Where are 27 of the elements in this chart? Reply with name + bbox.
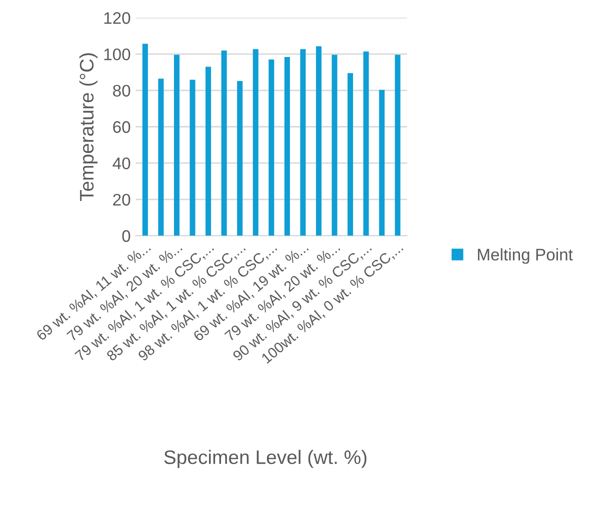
bar — [300, 49, 306, 236]
x-axis-title: Specimen Level (wt. %) — [164, 450, 366, 468]
y-tick-label: 100 — [104, 48, 130, 60]
bar — [394, 54, 400, 236]
bar — [363, 52, 369, 236]
bar — [268, 60, 274, 236]
y-tick-label: 120 — [104, 12, 130, 24]
y-tick-label: 80 — [113, 84, 130, 97]
y-tick-label: 40 — [112, 157, 130, 170]
bar — [142, 44, 148, 236]
legend-label: Melting Point — [478, 248, 573, 264]
bar — [237, 80, 243, 236]
bar — [252, 49, 258, 236]
bar — [284, 56, 290, 236]
bar — [348, 73, 354, 236]
y-axis-title: Temperature (°C) — [79, 53, 98, 201]
bar — [206, 66, 212, 236]
y-tick-label: 0 — [122, 230, 130, 242]
y-tick-label: 20 — [113, 194, 130, 206]
bar — [316, 46, 322, 236]
bar — [158, 78, 164, 236]
y-tick-label: 60 — [113, 121, 130, 133]
bar — [332, 54, 338, 236]
bar — [379, 90, 385, 236]
bar — [174, 54, 180, 236]
bar — [190, 80, 196, 236]
bar — [221, 50, 227, 236]
